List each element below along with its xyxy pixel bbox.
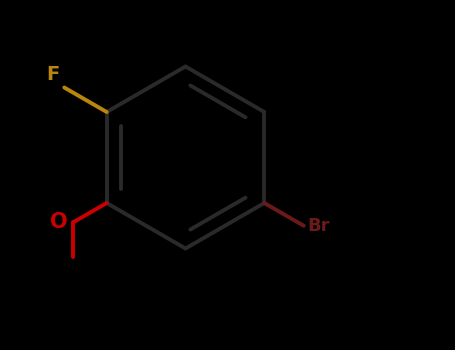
Text: O: O bbox=[51, 212, 68, 232]
Text: Br: Br bbox=[307, 217, 330, 235]
Text: F: F bbox=[46, 65, 59, 84]
